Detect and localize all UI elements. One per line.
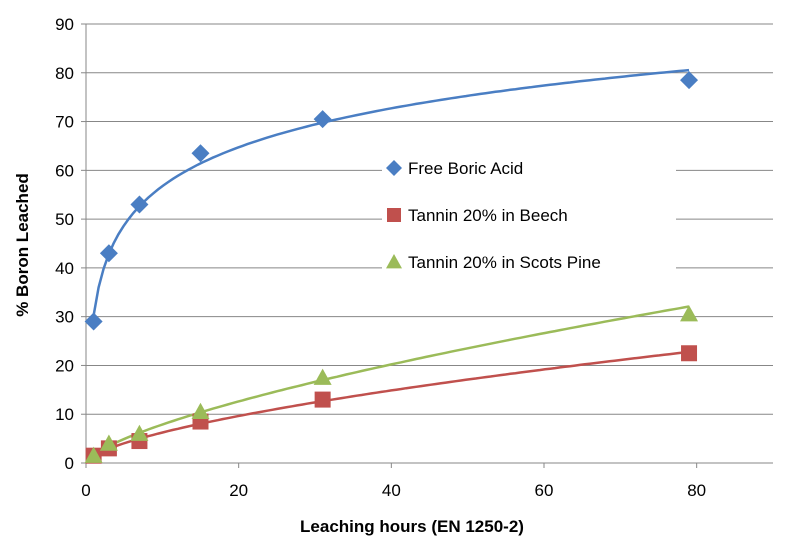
legend-symbol-tannin-beech	[387, 208, 401, 222]
legend-label-tannin-scots-pine: Tannin 20% in Scots Pine	[408, 253, 601, 272]
x-tick-label: 20	[229, 481, 248, 500]
y-tick-label: 30	[55, 308, 74, 327]
marker-free-boric-acid	[84, 312, 103, 331]
marker-free-boric-acid	[130, 195, 149, 214]
marker-tannin-scots-pine	[99, 434, 118, 451]
marker-tannin-beech	[681, 345, 698, 362]
y-tick-label: 80	[55, 64, 74, 83]
trendline-free-boric-acid	[92, 68, 690, 316]
marker-free-boric-acid	[191, 144, 210, 163]
tick-labels: 0 10 20 30 40 50 60 70 80 90 0 20 40 60 80	[55, 15, 706, 500]
legend-background	[382, 146, 676, 280]
y-tick-label: 90	[55, 15, 74, 34]
axes	[81, 23, 773, 468]
legend-label-free-boric-acid: Free Boric Acid	[408, 159, 523, 178]
x-tick-label: 40	[382, 481, 401, 500]
y-tick-label: 20	[55, 356, 74, 375]
y-tick-label: 70	[55, 113, 74, 132]
marker-free-boric-acid	[680, 71, 699, 90]
marker-tannin-scots-pine	[191, 402, 210, 419]
marker-tannin-beech	[314, 391, 331, 408]
y-tick-label: 40	[55, 259, 74, 278]
y-tick-label: 50	[55, 210, 74, 229]
marker-tannin-scots-pine	[680, 305, 699, 322]
y-axis-title: % Boron Leached	[13, 173, 32, 317]
x-axis-title: Leaching hours (EN 1250-2)	[300, 517, 524, 536]
marker-tannin-scots-pine	[130, 424, 149, 441]
y-tick-label: 60	[55, 161, 74, 180]
y-tick-label: 10	[55, 405, 74, 424]
x-tick-label: 80	[687, 481, 706, 500]
marker-tannin-scots-pine	[313, 368, 332, 385]
data-markers	[84, 71, 699, 464]
legend-symbol-free-boric-acid	[386, 160, 402, 176]
x-tick-label: 60	[535, 481, 554, 500]
legend-symbol-tannin-scots-pine	[386, 254, 402, 269]
marker-free-boric-acid	[99, 244, 118, 263]
marker-tannin-scots-pine	[84, 446, 103, 463]
y-tick-label: 0	[65, 454, 74, 473]
legend: Free Boric Acid Tannin 20% in Beech Tann…	[382, 146, 676, 280]
marker-free-boric-acid	[313, 110, 332, 129]
x-tick-label: 0	[81, 481, 90, 500]
legend-label-tannin-beech: Tannin 20% in Beech	[408, 206, 568, 225]
